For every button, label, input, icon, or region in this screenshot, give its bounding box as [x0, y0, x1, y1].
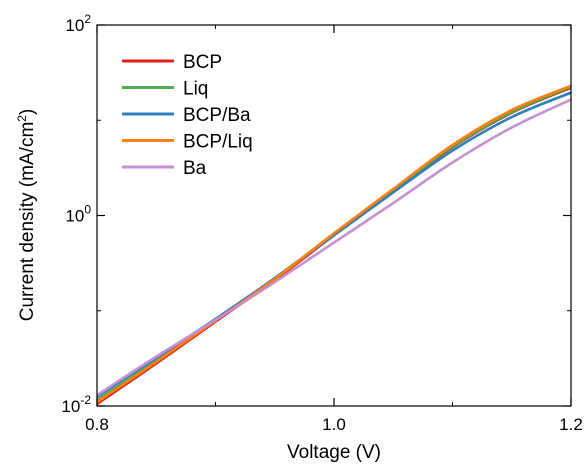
y-tick-label: 102 [65, 12, 91, 35]
legend-label-bcp-liq: BCP/Liq [183, 132, 253, 153]
x-tick-label: 1.0 [322, 415, 346, 434]
y-axis-label-end: ) [17, 109, 38, 115]
y-tick-label: 10-2 [61, 393, 91, 416]
series-line-ba [96, 98, 572, 397]
legend-label-bcp-ba: BCP/Ba [183, 105, 251, 126]
y-axis-label: Current density (mA/cm2) [15, 109, 38, 322]
series-line-bcp-liq [96, 84, 572, 404]
y-tick-label: 100 [65, 203, 91, 226]
x-tick-label: 1.2 [559, 415, 583, 434]
plot-lines [96, 84, 572, 406]
legend-label-bcp: BCP [183, 52, 222, 73]
x-axis-label: Voltage (V) [287, 442, 381, 463]
axis-ticks: 0.8 1.0 1.2 10-2 100 102 [61, 12, 582, 434]
x-tick-label: 0.8 [85, 415, 109, 434]
legend-label-liq: Liq [183, 79, 208, 100]
legend: BCP Liq BCP/Ba BCP/Liq Ba [122, 52, 253, 179]
legend-label-ba: Ba [183, 158, 207, 179]
series-line-bcp-ba [96, 91, 572, 398]
y-axis-label-superscript: 2 [15, 115, 29, 122]
